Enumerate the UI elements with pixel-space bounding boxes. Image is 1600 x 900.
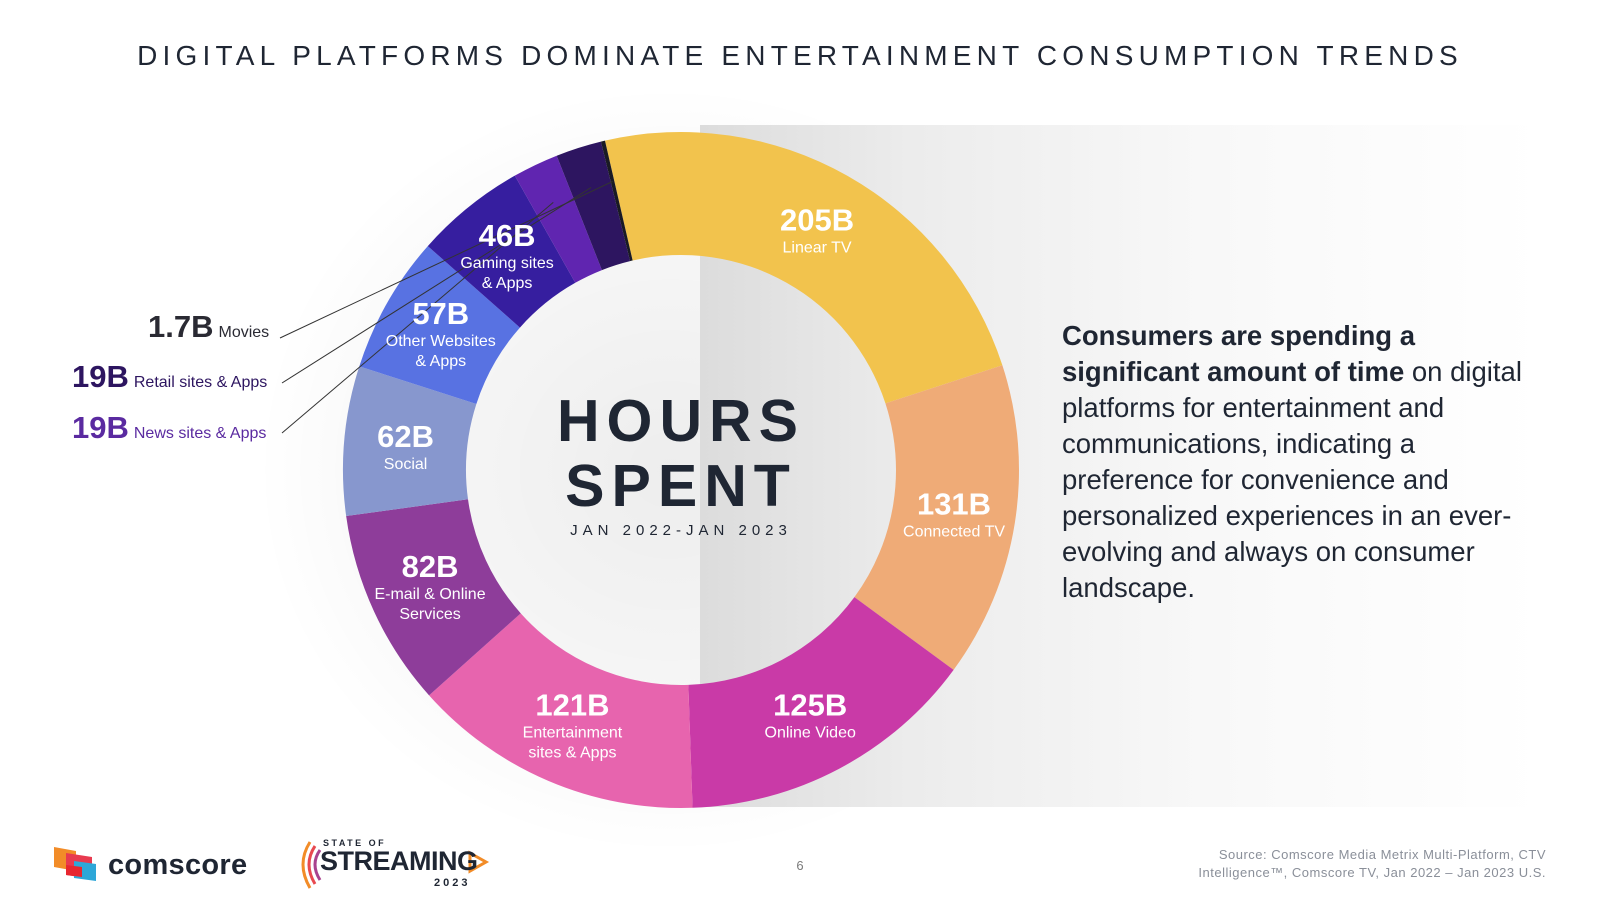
logo-year: 2023 — [434, 877, 471, 889]
category-label-movies: Movies — [218, 324, 269, 341]
outside-label-retail-sites-and-apps: 19B Retail sites & Apps — [72, 359, 267, 394]
slice-online-video — [688, 597, 954, 808]
category-label-entertainment-sites-and-apps: Entertainment — [523, 724, 623, 741]
category-label-e-mail-and-online-services: Services — [399, 606, 460, 623]
category-label-entertainment-sites-and-apps: sites & Apps — [528, 744, 616, 761]
value-label-connected-tv: 131B — [917, 487, 991, 522]
chart-labels: 205B Linear TV 131B Connected TV 125B Online … — [72, 202, 1005, 761]
value-label-linear-tv: 205B — [780, 202, 854, 237]
value-label-movies: 1.7B — [148, 309, 213, 344]
summary-bold: Consumers are spending a significant amo… — [1062, 320, 1416, 387]
category-label-other-websites-and-apps: & Apps — [415, 353, 466, 370]
value-label-e-mail-and-online-services: 82B — [402, 549, 459, 584]
value-label-other-websites-and-apps: 57B — [412, 296, 469, 331]
slide-title: DIGITAL PLATFORMS DOMINATE ENTERTAINMENT… — [137, 40, 1463, 71]
summary-text: Consumers are spending a significant amo… — [1062, 318, 1532, 606]
category-label-social: Social — [384, 456, 428, 473]
value-label-gaming-sites-and-apps: 46B — [479, 218, 536, 253]
category-label-news-sites-and-apps: News sites & Apps — [134, 425, 267, 442]
comscore-wordmark: comscore — [108, 849, 248, 881]
logo-streaming: STREAMING — [320, 846, 478, 876]
category-label-linear-tv: Linear TV — [783, 239, 852, 256]
state-of-streaming-logo: STATE OF STREAMING 2023 — [294, 838, 504, 892]
center-title-line2: SPENT — [565, 453, 797, 519]
category-label-gaming-sites-and-apps: & Apps — [482, 275, 533, 292]
slice-linear-tv — [604, 132, 1003, 404]
outside-label-news-sites-and-apps: 19B News sites & Apps — [72, 410, 266, 445]
chart-leader-lines — [279, 181, 613, 434]
category-label-e-mail-and-online-services: E-mail & Online — [374, 586, 485, 603]
value-label-online-video: 125B — [773, 687, 847, 722]
category-label-online-video: Online Video — [765, 724, 856, 741]
outside-label-movies: 1.7B Movies — [148, 309, 269, 344]
slice-connected-tv — [854, 365, 1019, 670]
slice-other-websites-and-apps — [359, 246, 520, 405]
slice-entertainment-sites-and-apps — [429, 613, 693, 809]
slice-e-mail-and-online-services — [346, 499, 521, 696]
comscore-logo-icon — [54, 847, 96, 881]
source-note: Source: Comscore Media Metrix Multi-Plat… — [1198, 847, 1546, 880]
page-number: 6 — [796, 858, 804, 873]
summary-rest: on digital platforms for entertainment a… — [1062, 356, 1522, 603]
slice-news-sites-and-apps — [514, 155, 602, 283]
comscore-logo: comscore — [52, 845, 252, 885]
value-label-social: 62B — [377, 419, 434, 454]
slice-social — [343, 366, 477, 517]
category-label-connected-tv: Connected TV — [903, 524, 1005, 541]
slice-gaming-sites-and-apps — [427, 175, 576, 328]
logo-state-of: STATE OF — [323, 838, 387, 848]
leader-line-retail-sites-and-apps — [281, 187, 592, 384]
leader-line-news-sites-and-apps — [281, 202, 554, 434]
category-label-gaming-sites-and-apps: Gaming sites — [460, 255, 553, 272]
value-label-retail-sites-and-apps: 19B — [72, 359, 129, 394]
slice-retail-sites-and-apps — [556, 141, 631, 271]
category-label-retail-sites-and-apps: Retail sites & Apps — [134, 374, 267, 391]
value-label-news-sites-and-apps: 19B — [72, 410, 129, 445]
center-period: JAN 2022-JAN 2023 — [570, 522, 792, 539]
leader-line-movies — [279, 181, 613, 339]
slice-movies — [600, 140, 633, 262]
chart-slices — [343, 132, 1019, 809]
center-title-line1: HOURS — [557, 388, 805, 454]
streaming-logo-icon — [301, 841, 490, 889]
value-label-entertainment-sites-and-apps: 121B — [535, 687, 609, 722]
category-label-other-websites-and-apps: Other Websites — [386, 333, 496, 350]
chart-center: HOURS SPENT JAN 2022-JAN 2023 — [557, 388, 805, 539]
